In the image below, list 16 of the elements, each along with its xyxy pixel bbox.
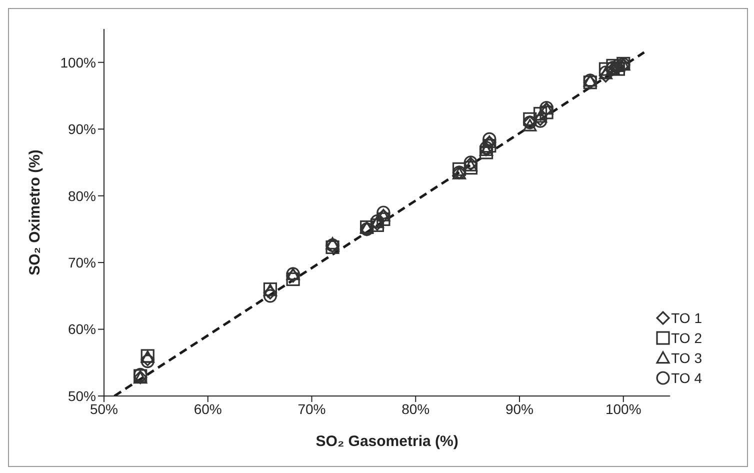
legend-label: TO 4 — [671, 370, 702, 386]
y-tick-label: 80% — [68, 188, 96, 204]
legend-label: TO 3 — [671, 350, 702, 366]
x-tick-label: 60% — [194, 400, 222, 417]
x-tick-label: 80% — [402, 400, 430, 417]
y-tick-label: 100% — [60, 54, 96, 70]
y-tick-label: 60% — [68, 321, 96, 338]
x-tick-label: 70% — [298, 400, 326, 417]
y-tick-label: 70% — [68, 254, 96, 271]
legend-label: TO 1 — [671, 310, 702, 326]
x-tick-label: 100% — [605, 400, 642, 417]
legend-label: TO 2 — [671, 330, 702, 346]
x-tick-label: 90% — [505, 400, 534, 417]
y-axis-title: SO₂ Oximetro (%) — [26, 150, 44, 276]
y-tick-label: 90% — [68, 121, 96, 138]
x-axis-title: SO₂ Gasometria (%) — [316, 433, 458, 450]
